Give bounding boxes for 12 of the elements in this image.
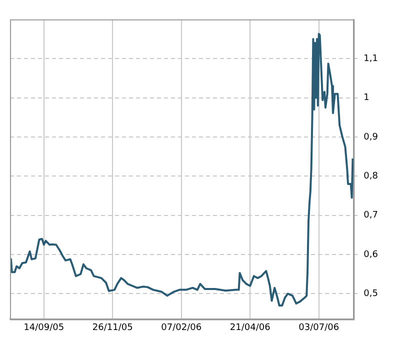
y-tick-label: 0,6 [364,250,378,260]
y-tick-label: 1 [364,93,370,104]
y-tick-label: 0,9 [364,132,378,142]
x-tick-label: 03/07/06 [298,322,340,333]
x-tick-label: 07/02/06 [161,322,202,333]
x-tick-label: 26/11/05 [92,322,133,333]
y-tick-label: 0,8 [364,172,378,182]
y-tick-label: 1,1 [364,54,378,64]
y-tick-label: 0,7 [364,210,378,221]
x-tick-label: 21/04/06 [230,322,271,333]
y-tick-label: 0,5 [364,289,378,300]
x-tick-label: 14/09/05 [24,322,64,333]
